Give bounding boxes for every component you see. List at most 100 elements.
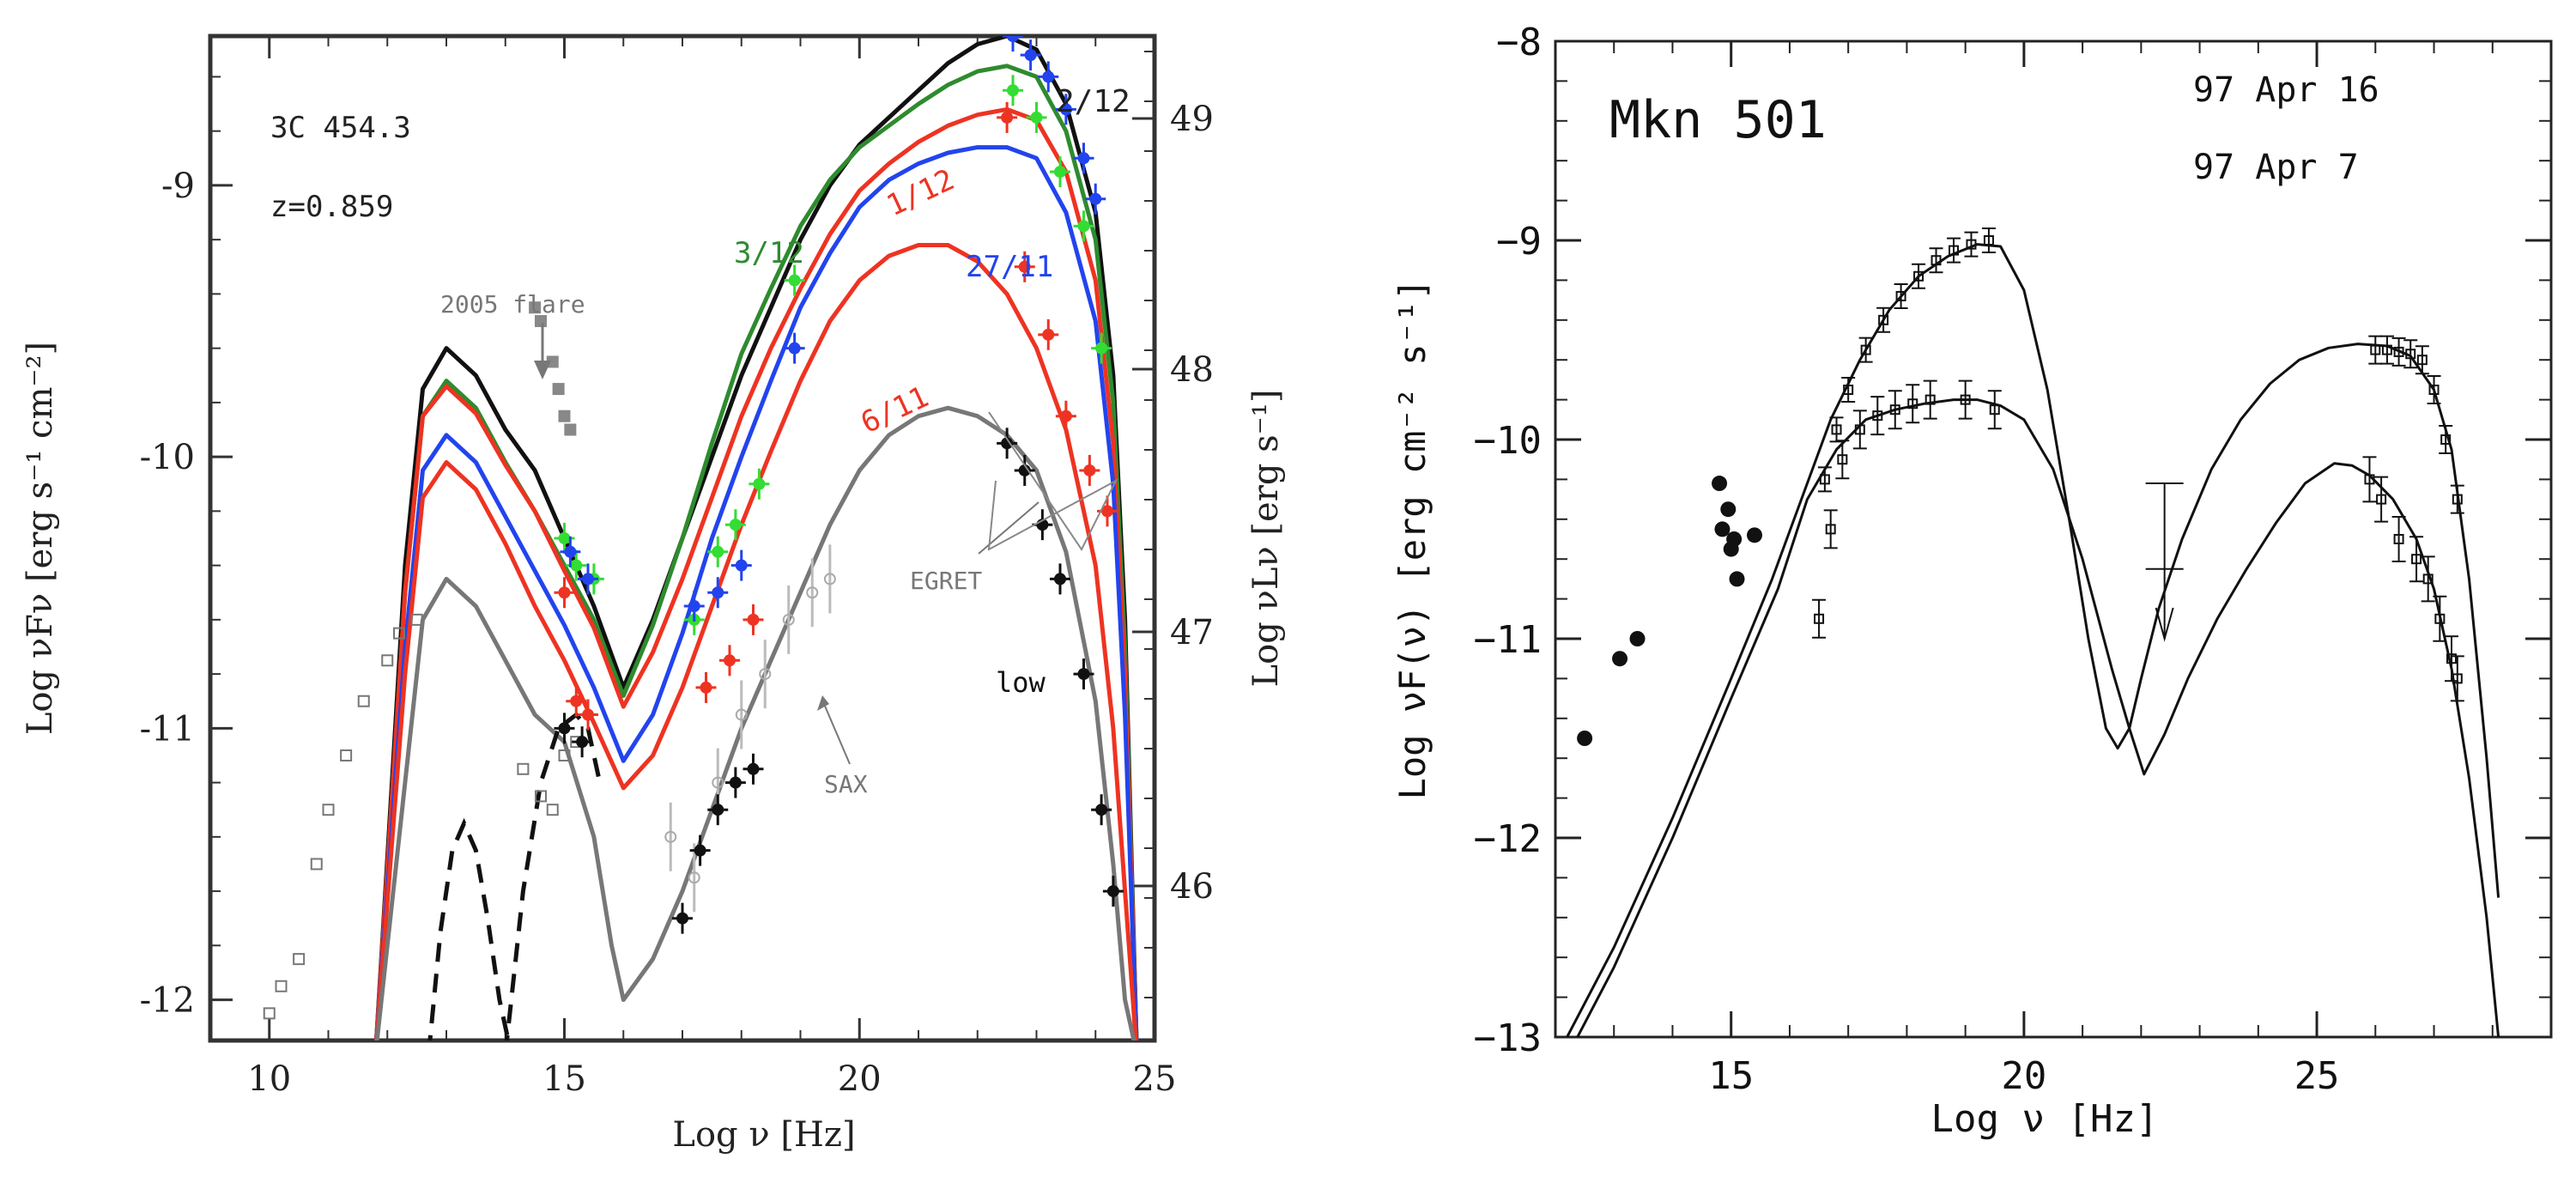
left-points — [263, 36, 1124, 1020]
sax-arrowhead — [817, 695, 829, 711]
green-point — [712, 545, 724, 558]
red-point — [700, 681, 712, 694]
series-label-3-12: 3/12 — [734, 236, 804, 270]
upper-limit-arrowhead — [2155, 607, 2174, 642]
low-state-point — [1095, 804, 1108, 816]
red-point — [747, 613, 760, 626]
apr7-xray-point — [1960, 394, 1971, 405]
low-annotation: low — [996, 666, 1046, 699]
apr16-tev-point — [2428, 385, 2440, 395]
green-point — [753, 477, 766, 490]
blue-point — [582, 573, 594, 585]
right-y-tick-label: −11 — [1474, 618, 1542, 662]
low-state-point — [712, 804, 724, 816]
green-point — [570, 559, 583, 572]
apr16-tev-point — [2452, 494, 2463, 505]
apr16-xray-point — [1913, 270, 1924, 282]
sax-point — [688, 871, 700, 884]
apr7-tev-point — [2364, 474, 2375, 485]
left-x-tick-label: 10 — [247, 1059, 291, 1099]
flare-point — [546, 355, 559, 368]
left-y-axis-label: Log νFν [erg s⁻¹ cm⁻²] — [21, 342, 60, 735]
red-point — [1042, 328, 1055, 341]
apr7-tev-point — [2422, 573, 2434, 585]
historical-point — [275, 980, 288, 992]
apr7-xray-point — [1989, 404, 2000, 416]
sax-point — [806, 586, 819, 599]
series-curve-1-12 — [374, 106, 1139, 1040]
optical-point — [1577, 731, 1593, 746]
low-state-point — [1001, 437, 1014, 450]
apr16-tev-point — [2393, 346, 2404, 357]
historical-point — [310, 858, 323, 871]
left-y-tick-label: -10 — [140, 438, 195, 477]
sax-point — [735, 708, 748, 721]
historical-point — [381, 654, 394, 667]
right-y-tick-label: 48 — [1170, 350, 1214, 390]
green-point — [558, 532, 571, 544]
flare-point — [564, 423, 577, 436]
blue-point — [1042, 70, 1055, 83]
blue-point — [564, 545, 577, 558]
right-x-tick-label: 25 — [2294, 1054, 2340, 1098]
green-point — [1054, 166, 1066, 179]
sax-point — [759, 668, 772, 681]
historical-point — [357, 695, 370, 707]
egret-annotation: EGRET — [910, 567, 982, 595]
optical-point — [1612, 651, 1628, 667]
apr7-tev-point — [2393, 534, 2404, 544]
sed-mkn501-chart: 15 20 25 −8 −9 −10 −11 −12 −13 Mkn 501 97 Apr 16… — [1391, 21, 2553, 1141]
blue-point — [1077, 152, 1090, 165]
green-point — [1095, 342, 1108, 355]
right-y-tick-label: 46 — [1170, 867, 1214, 907]
low-state-point — [747, 762, 760, 775]
apr7-xray-point — [1924, 394, 1936, 405]
flare-point — [558, 410, 571, 422]
sax-point — [782, 613, 795, 626]
historical-point — [293, 953, 306, 966]
low-state-point — [694, 844, 706, 857]
apr16-xray-point — [1983, 235, 1994, 246]
egret-butterfly — [987, 411, 1118, 551]
optical-point — [1747, 527, 1762, 543]
apr16-tev-point — [2416, 355, 2428, 366]
left-x-axis-label: Log ν [Hz] — [672, 1115, 855, 1155]
green-point — [1077, 220, 1090, 233]
green-point — [1030, 111, 1043, 124]
sax-point — [823, 573, 836, 585]
green-point — [788, 274, 801, 287]
series-curve-2-12 — [373, 36, 1139, 1040]
left-y-tick-label: -11 — [140, 709, 195, 749]
left-x-tick-label: 20 — [838, 1059, 882, 1099]
apr16-xray-point — [1878, 314, 1889, 325]
right-axes: 15 20 25 −8 −9 −10 −11 −12 −13 — [1474, 21, 2552, 1098]
apr7-xray-point — [1907, 398, 1918, 410]
low-state-point — [676, 912, 688, 925]
historical-point — [558, 749, 571, 761]
left-axes: 10 15 20 25 -9 -10 -11 -12 49 48 47 46 — [140, 36, 1214, 1099]
sax-point — [712, 776, 724, 789]
apr16-xray-point — [1860, 344, 1871, 355]
red-point — [1018, 260, 1031, 273]
flare-arrowhead — [534, 361, 551, 379]
blue-point — [1089, 192, 1102, 205]
low-state-point — [558, 722, 571, 735]
object-label: 3C 454.3 — [270, 111, 411, 145]
apr7-tev-point — [2411, 554, 2422, 565]
sax-point — [664, 830, 677, 843]
right-x-tick-label: 20 — [2001, 1054, 2046, 1098]
blue-point — [1024, 49, 1037, 62]
low-state-point — [576, 736, 589, 749]
right-y-tick-label: −13 — [1474, 1016, 1542, 1060]
historical-point — [263, 1007, 276, 1020]
apr7-xray-point — [1889, 404, 1900, 416]
red-point — [570, 695, 583, 707]
right-x-axis-label: Log ν [Hz] — [1931, 1097, 2159, 1141]
legend-apr16: 97 Apr 16 — [2193, 70, 2379, 110]
series-label-2-12: 2/12 — [1056, 84, 1130, 119]
chart-title-mkn501: Mkn 501 — [1609, 90, 1827, 150]
right-y-tick-label: −12 — [1474, 817, 1542, 861]
red-point — [558, 586, 571, 599]
red-point — [1001, 111, 1014, 124]
optical-point — [1712, 476, 1728, 492]
